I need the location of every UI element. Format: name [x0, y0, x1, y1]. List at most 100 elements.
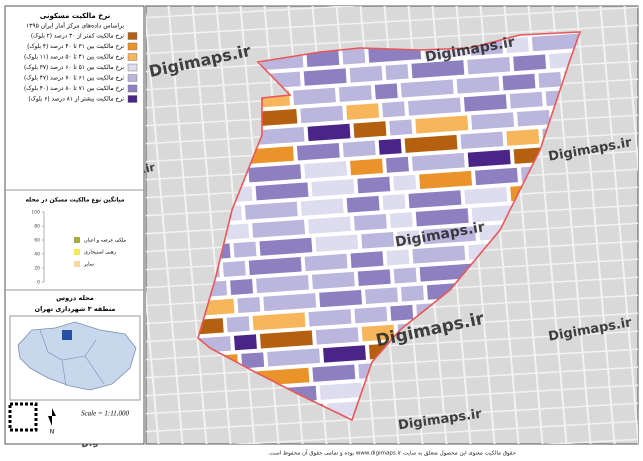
- legend-label: سایر: [83, 262, 94, 268]
- y-tick-label: 60: [34, 238, 40, 244]
- block: [259, 330, 313, 349]
- block: [342, 140, 376, 158]
- legend-label: ملکی عرصه و اعیان: [84, 238, 127, 244]
- street: [575, 6, 616, 444]
- neighborhood-name: محله دروس: [56, 294, 94, 302]
- block: [475, 167, 518, 186]
- block: [311, 271, 355, 290]
- block: [263, 293, 317, 312]
- block: [304, 253, 348, 272]
- street: [146, 384, 638, 415]
- block: [400, 79, 454, 98]
- block: [361, 324, 395, 342]
- block: [415, 208, 469, 227]
- block: [517, 109, 550, 127]
- y-tick-label: 0: [37, 280, 40, 286]
- block: [346, 195, 380, 213]
- street: [230, 420, 638, 444]
- legend-swatch: [127, 53, 138, 61]
- block: [308, 216, 351, 234]
- block: [382, 194, 406, 211]
- block: [467, 56, 511, 75]
- street: [146, 24, 638, 55]
- inset-chart-title: میانگین نوع مالکیت مسکن در محله: [26, 196, 125, 204]
- block: [319, 289, 363, 308]
- block: [296, 143, 340, 161]
- neighborhood-boundary: [197, 31, 582, 422]
- legend-swatch: [127, 84, 138, 93]
- block: [538, 71, 562, 88]
- block: [411, 152, 465, 171]
- block: [338, 85, 372, 102]
- block: [506, 129, 540, 146]
- legend-label: نرخ مالکیت بین ۷۱ تا ۸۰ درصد (۴۰ بلوک): [24, 84, 124, 92]
- block: [312, 364, 356, 382]
- block: [505, 37, 529, 54]
- block: [390, 304, 414, 321]
- street: [146, 402, 638, 433]
- locator-highlight: [62, 330, 72, 340]
- block: [307, 123, 351, 142]
- block: [293, 87, 336, 106]
- block: [353, 213, 387, 231]
- north-arrow: [48, 408, 56, 426]
- block: [259, 237, 313, 256]
- legend-swatch: [74, 249, 80, 255]
- block: [471, 205, 515, 223]
- block: [319, 382, 363, 400]
- legend-swatch: [127, 42, 138, 51]
- block: [404, 134, 458, 153]
- block: [386, 249, 410, 266]
- block: [315, 234, 359, 252]
- block: [308, 309, 352, 327]
- legend-label: نرخ مالکیت بیشتر از ۸۱ درصد (۶ بلوک): [28, 95, 124, 103]
- qr-code: [8, 402, 38, 432]
- block: [248, 164, 302, 183]
- block: [300, 105, 344, 124]
- legend-swatch: [74, 237, 80, 243]
- block: [415, 115, 469, 134]
- block: [397, 230, 421, 247]
- block: [419, 263, 473, 282]
- block: [350, 158, 383, 176]
- legend-swatch: [127, 95, 138, 103]
- district-name: منطقه ۳ شهرداری تهران: [35, 305, 116, 313]
- block: [233, 241, 257, 258]
- block: [349, 65, 383, 83]
- street: [599, 6, 638, 444]
- block: [412, 245, 466, 264]
- block: [365, 287, 399, 305]
- block: [346, 103, 380, 120]
- street: [146, 11, 184, 444]
- block: [256, 275, 309, 294]
- block: [252, 219, 306, 238]
- block: [464, 186, 508, 205]
- block: [251, 126, 305, 146]
- legend: نرخ مالکیت کمتر از ۳۰ درصد (۲ بلوک) نرخ م…: [24, 32, 138, 103]
- street: [623, 6, 638, 173]
- locator-districts: [39, 329, 105, 387]
- block: [393, 174, 417, 191]
- block: [222, 260, 246, 277]
- scale-text: Scale = 1:11,000: [81, 410, 129, 418]
- legend-label: نرخ مالکیت کمتر از ۳۰ درصد (۲ بلوک): [31, 32, 125, 40]
- legend-swatch: [127, 32, 138, 40]
- block: [382, 101, 406, 118]
- block: [311, 179, 355, 197]
- legend-label: نرخ مالکیت بین ۳۱ تا ۴۰ درصد (۴ بلوک): [27, 42, 124, 50]
- block: [304, 161, 348, 179]
- block: [306, 50, 340, 68]
- block: [226, 223, 250, 240]
- block: [531, 33, 580, 52]
- block: [354, 306, 388, 324]
- block: [502, 73, 536, 91]
- block: [248, 256, 302, 276]
- street: [542, 438, 638, 444]
- block: [201, 298, 235, 316]
- block: [226, 316, 250, 333]
- legend-label: رهنی استیجاری: [84, 250, 117, 256]
- legend-subtitle: براساس داده‌های مرکز آمار ایران ۱۳۹۵: [26, 21, 124, 30]
- block: [233, 334, 257, 351]
- block: [423, 226, 476, 245]
